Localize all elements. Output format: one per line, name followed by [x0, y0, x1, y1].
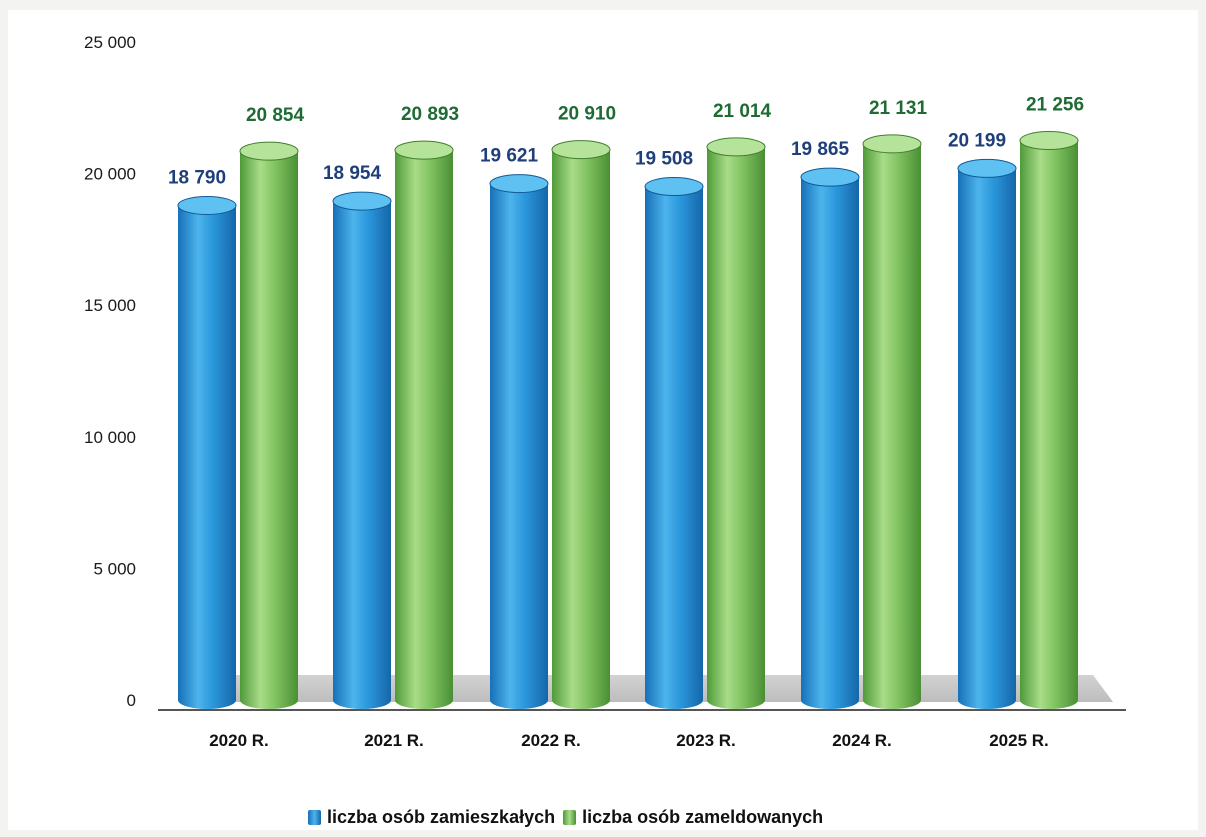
- legend-swatch-green: [563, 810, 577, 825]
- legend-label-zamieszkalych: liczba osób zamieszkałych: [327, 807, 556, 827]
- bar-zameldowanych: [239, 141, 299, 709]
- bar-base: [1020, 691, 1078, 709]
- bar-cap: [862, 134, 922, 154]
- data-label: 20 910: [558, 104, 616, 125]
- bar-cap: [1019, 131, 1079, 151]
- bar-base: [552, 691, 610, 709]
- x-tick-label: 2024 R.: [832, 731, 892, 750]
- y-tick-label: 20 000: [84, 165, 136, 184]
- bar-base: [801, 691, 859, 709]
- bar-body: [801, 177, 859, 700]
- label-layer: 18 790 20 854 2020 R. 18 954 20 893 2021 R. 19…: [168, 95, 1084, 750]
- data-label: 21 014: [713, 101, 772, 122]
- bar-zamieszkalych: [489, 174, 549, 709]
- y-tick-label: 10 000: [84, 428, 136, 447]
- bar-cap: [489, 174, 549, 194]
- data-label: 20 854: [246, 105, 305, 126]
- bar-zameldowanych: [1019, 131, 1079, 709]
- bar-chart: 0 5 000 10 000 15 000 20 000 25 000 18 790 20 …: [84, 33, 1126, 750]
- bar-zameldowanych: [862, 134, 922, 709]
- legend-label-zameldowanych: liczba osób zameldowanych: [582, 807, 824, 827]
- bar-body: [1020, 140, 1078, 700]
- x-tick-label: 2023 R.: [676, 731, 736, 750]
- bar-zamieszkalych: [177, 195, 237, 709]
- data-label: 20 893: [401, 104, 459, 125]
- bar-zamieszkalych: [644, 177, 704, 709]
- bar-cap: [706, 137, 766, 157]
- x-tick-label: 2021 R.: [364, 731, 424, 750]
- data-label: 18 954: [323, 163, 382, 184]
- data-label: 19 508: [635, 149, 693, 170]
- legend-swatch-blue: [308, 810, 321, 825]
- bar-body: [333, 201, 391, 700]
- bar-base: [863, 691, 921, 709]
- bar-body: [645, 186, 703, 700]
- bar-cap: [800, 167, 860, 187]
- data-label: 20 199: [948, 130, 1006, 151]
- bar-base: [395, 691, 453, 709]
- bar-layer: [177, 131, 1079, 709]
- bar-zamieszkalych: [332, 191, 392, 709]
- y-tick-label: 25 000: [84, 33, 136, 52]
- bar-cap: [957, 158, 1017, 178]
- legend-item-zamieszkalych: liczba osób zamieszkałych: [308, 807, 555, 828]
- data-label: 19 621: [480, 146, 539, 167]
- bar-body: [552, 149, 610, 700]
- bar-cap: [394, 140, 454, 160]
- bar-cap: [332, 191, 392, 211]
- bar-body: [490, 183, 548, 700]
- bar-zameldowanych: [551, 140, 611, 709]
- x-tick-label: 2025 R.: [989, 731, 1049, 750]
- legend-item-zameldowanych: liczba osób zameldowanych: [563, 807, 823, 828]
- bar-body: [395, 150, 453, 700]
- bar-body: [863, 143, 921, 700]
- bar-body: [240, 151, 298, 700]
- bar-cap: [644, 177, 704, 197]
- data-label: 21 256: [1026, 95, 1084, 116]
- y-tick-label: 15 000: [84, 296, 136, 315]
- x-tick-label: 2022 R.: [521, 731, 581, 750]
- bar-cap: [177, 195, 237, 215]
- bar-base: [178, 691, 236, 709]
- bar-base: [707, 691, 765, 709]
- y-tick-label: 5 000: [93, 559, 136, 578]
- bar-zamieszkalych: [800, 167, 860, 709]
- bar-base: [240, 691, 298, 709]
- bar-base: [645, 691, 703, 709]
- legend: liczba osób zamieszkałych liczba osób za…: [308, 807, 823, 828]
- bar-body: [707, 146, 765, 701]
- bar-base: [490, 691, 548, 709]
- bar-zamieszkalych: [957, 158, 1017, 709]
- bar-zameldowanych: [706, 137, 766, 709]
- data-label: 19 865: [791, 139, 850, 160]
- data-label: 21 131: [869, 98, 928, 119]
- bar-base: [958, 691, 1016, 709]
- bar-cap: [239, 141, 299, 161]
- bar-body: [958, 168, 1016, 701]
- data-label: 18 790: [168, 167, 226, 188]
- bar-body: [178, 205, 236, 700]
- chart-frame: 0 5 000 10 000 15 000 20 000 25 000 18 790 20 …: [8, 10, 1198, 830]
- bar-base: [333, 691, 391, 709]
- bar-zameldowanych: [394, 140, 454, 709]
- y-tick-label: 0: [127, 691, 136, 710]
- x-tick-label: 2020 R.: [209, 731, 269, 750]
- bar-cap: [551, 140, 611, 160]
